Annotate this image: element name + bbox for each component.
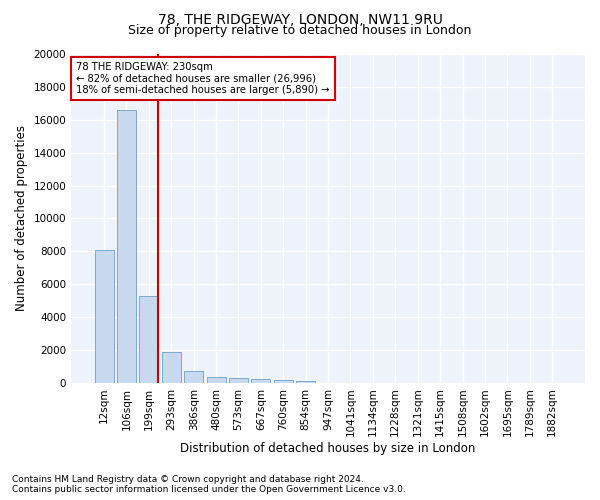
Bar <box>274 380 293 383</box>
Bar <box>117 110 136 383</box>
Bar <box>206 376 226 383</box>
Text: 78 THE RIDGEWAY: 230sqm
← 82% of detached houses are smaller (26,996)
18% of sem: 78 THE RIDGEWAY: 230sqm ← 82% of detache… <box>76 62 330 96</box>
Bar <box>296 380 315 383</box>
Bar <box>162 352 181 383</box>
Text: Contains HM Land Registry data © Crown copyright and database right 2024.: Contains HM Land Registry data © Crown c… <box>12 475 364 484</box>
Bar <box>229 378 248 383</box>
Bar <box>184 372 203 383</box>
X-axis label: Distribution of detached houses by size in London: Distribution of detached houses by size … <box>181 442 476 455</box>
Bar <box>139 296 158 383</box>
Text: Contains public sector information licensed under the Open Government Licence v3: Contains public sector information licen… <box>12 485 406 494</box>
Bar <box>251 379 271 383</box>
Bar <box>95 250 113 383</box>
Y-axis label: Number of detached properties: Number of detached properties <box>15 126 28 312</box>
Text: Size of property relative to detached houses in London: Size of property relative to detached ho… <box>128 24 472 37</box>
Text: 78, THE RIDGEWAY, LONDON, NW11 9RU: 78, THE RIDGEWAY, LONDON, NW11 9RU <box>158 12 442 26</box>
